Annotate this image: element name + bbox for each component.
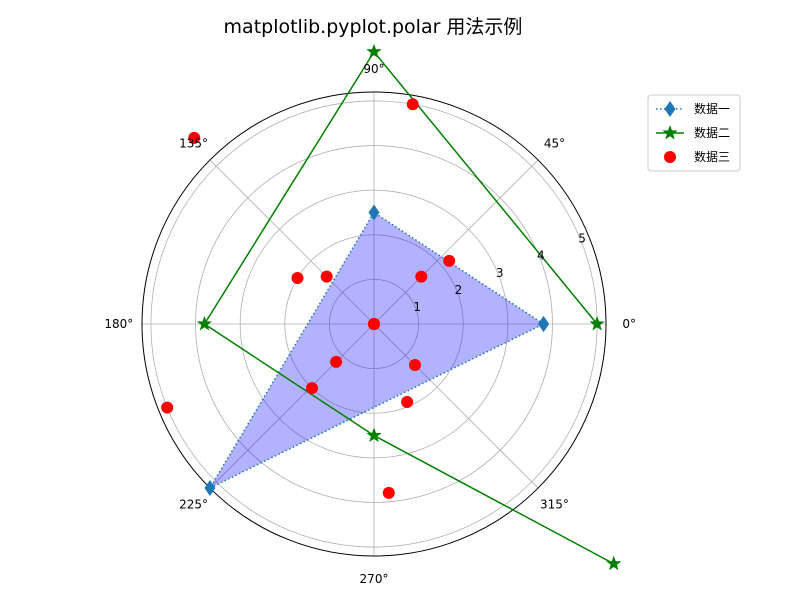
- polar-frame: [141, 91, 607, 557]
- theta-grid-line-315: [373, 323, 539, 489]
- theta-grid-line-135: [209, 159, 375, 325]
- theta-tick-label: 135°: [179, 137, 208, 151]
- r-tick-label: 5: [578, 232, 586, 246]
- theta-tick-label: 270°: [360, 572, 389, 586]
- theta-tick-label: 90°: [363, 62, 384, 76]
- legend-marker-0: [664, 101, 676, 117]
- theta-tick-label: 180°: [104, 317, 133, 331]
- theta-tick-label: 225°: [179, 497, 208, 511]
- series-point-2: [443, 254, 456, 267]
- series-markers: [161, 43, 622, 571]
- series-point-1: [589, 316, 605, 331]
- series-point-2: [415, 270, 428, 283]
- theta-tick-label: 0°: [622, 317, 636, 331]
- legend-marker-2: [664, 151, 676, 163]
- series-point-2: [409, 359, 422, 372]
- series-point-0: [204, 480, 216, 497]
- r-tick-label: 1: [413, 300, 421, 314]
- series-point-2: [401, 396, 414, 409]
- series-point-2: [161, 401, 174, 414]
- chart-title: matplotlib.pyplot.polar 用法示例: [224, 16, 523, 38]
- legend-label-0: 数据一: [694, 101, 730, 116]
- series-point-2: [306, 382, 319, 395]
- theta-grid-line-45: [373, 159, 539, 325]
- series-point-1: [366, 43, 382, 59]
- series-point-2: [330, 355, 343, 368]
- legend-label-1: 数据二: [694, 125, 730, 140]
- legend-label-2: 数据三: [694, 149, 730, 164]
- series-line-0: [208, 211, 544, 490]
- theta-tick-label: 315°: [540, 497, 569, 511]
- legend-marker-1: [662, 125, 678, 140]
- series-point-2: [406, 98, 419, 111]
- series-point-2: [320, 270, 333, 283]
- series-point-0: [538, 316, 550, 332]
- tick-labels: 0° 45° 90° 135° 180° 225° 270° 315° 1 2 3 4 5: [104, 62, 636, 586]
- r-tick-label: 4: [537, 249, 545, 263]
- fill-area: [209, 212, 544, 489]
- r-tick-label: 2: [455, 283, 463, 297]
- series-point-0: [368, 204, 380, 221]
- theta-tick-label: 45°: [544, 137, 565, 151]
- series-point-1: [606, 555, 622, 571]
- theta-grid-line-225: [209, 323, 375, 489]
- r-tick-label: 3: [496, 266, 504, 280]
- series-point-2: [368, 318, 380, 330]
- grid: [141, 91, 607, 557]
- series-fill-0: [209, 212, 544, 489]
- series-point-2: [188, 131, 201, 144]
- series-point-1: [366, 427, 382, 443]
- series-point-2: [291, 272, 304, 285]
- series-point-1: [196, 316, 213, 331]
- series-point-2: [382, 486, 395, 499]
